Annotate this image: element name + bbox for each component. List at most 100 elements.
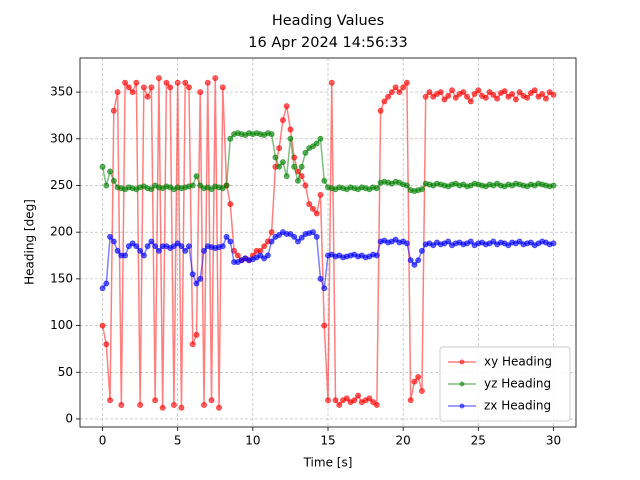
data-point [411, 261, 418, 268]
data-point [355, 392, 362, 399]
data-point [155, 247, 162, 254]
y-tick-label: 150 [50, 271, 73, 285]
legend-label: yz Heading [484, 377, 551, 391]
data-point [373, 252, 380, 259]
data-point [309, 205, 316, 212]
data-point [373, 185, 380, 192]
data-point [110, 107, 117, 114]
data-point [306, 201, 313, 208]
data-point [185, 243, 192, 250]
y-tick-label: 0 [65, 411, 73, 425]
y-tick-label: 50 [58, 365, 73, 379]
data-point [193, 173, 200, 180]
data-point [381, 98, 388, 105]
data-point [197, 89, 204, 96]
y-tick-label: 250 [50, 178, 73, 192]
data-point [403, 79, 410, 86]
y-tick-label: 100 [50, 318, 73, 332]
data-point [227, 135, 234, 142]
data-point [272, 154, 279, 161]
chart-subtitle: 16 Apr 2024 14:56:33 [248, 35, 407, 51]
data-point [317, 191, 324, 198]
data-point [103, 341, 110, 348]
data-point [494, 95, 501, 102]
data-point [415, 257, 422, 264]
data-point [189, 182, 196, 189]
data-point [212, 75, 219, 82]
data-point [475, 87, 482, 94]
data-point [516, 89, 523, 96]
data-point [298, 234, 305, 241]
legend-marker [459, 359, 465, 365]
data-point [216, 404, 223, 411]
data-point [550, 91, 557, 98]
data-point [189, 341, 196, 348]
data-point [223, 233, 230, 240]
data-point [321, 177, 328, 184]
x-tick-label: 30 [546, 434, 561, 448]
data-point [137, 401, 144, 408]
data-point [148, 186, 155, 193]
data-point [219, 243, 226, 250]
data-point [174, 79, 181, 86]
legend-marker [459, 403, 465, 409]
data-point [512, 96, 519, 103]
legend-marker [459, 381, 465, 387]
x-tick-label: 25 [471, 434, 486, 448]
data-point [182, 79, 189, 86]
data-point [317, 275, 324, 282]
data-point [133, 79, 140, 86]
data-point [227, 238, 234, 245]
data-point [302, 182, 309, 189]
data-point [501, 88, 508, 95]
data-point [118, 401, 125, 408]
data-point [482, 94, 489, 101]
data-point [140, 84, 147, 91]
data-point [114, 89, 121, 96]
data-point [490, 91, 497, 98]
data-point [403, 182, 410, 189]
data-point [268, 229, 275, 236]
data-point [201, 401, 207, 408]
data-point [144, 243, 151, 250]
data-point [148, 238, 155, 245]
data-point [445, 238, 452, 245]
data-point [193, 280, 200, 287]
data-point [407, 397, 414, 404]
data-point [343, 395, 350, 402]
data-point [287, 135, 294, 142]
data-point [332, 397, 339, 404]
data-point [152, 397, 159, 404]
data-point [201, 247, 207, 254]
legend-label: xy Heading [484, 355, 552, 369]
y-tick-label: 300 [50, 131, 73, 145]
data-point [264, 252, 271, 259]
data-point [452, 94, 459, 101]
legend-box [439, 346, 571, 422]
data-point [336, 401, 343, 408]
data-point [178, 404, 185, 411]
data-point [204, 79, 211, 86]
data-point [148, 84, 155, 91]
data-point [234, 252, 241, 259]
data-point [403, 240, 410, 247]
data-point [268, 131, 275, 138]
data-point [144, 93, 151, 100]
data-point [550, 182, 557, 189]
data-point [426, 89, 433, 96]
data-point [524, 94, 531, 101]
data-point [103, 280, 110, 287]
data-point [103, 182, 110, 189]
data-point [373, 401, 380, 408]
data-point [268, 238, 275, 245]
data-point [185, 84, 192, 91]
data-point [182, 247, 189, 254]
data-point [125, 84, 132, 91]
data-point [418, 186, 425, 193]
data-point [99, 163, 106, 170]
x-tick-label: 15 [320, 434, 335, 448]
data-point [279, 159, 286, 166]
data-point [366, 395, 373, 402]
y-tick-label: 350 [50, 85, 73, 99]
data-point [170, 401, 177, 408]
